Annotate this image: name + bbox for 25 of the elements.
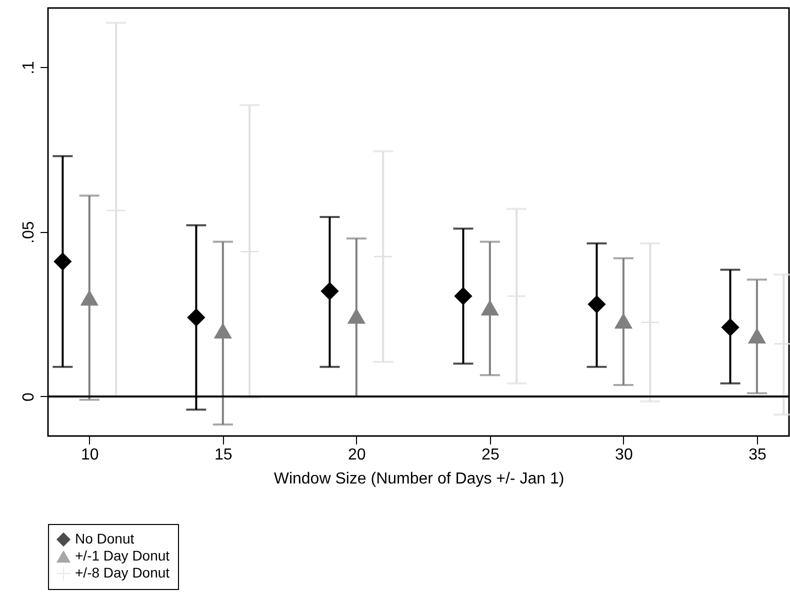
y-tick-label: 0	[20, 392, 38, 402]
point	[614, 312, 633, 329]
point	[748, 328, 766, 344]
point	[588, 295, 606, 314]
point	[721, 318, 740, 336]
point	[347, 308, 366, 324]
legend-label: +/-1 Day Donut	[75, 548, 170, 564]
y-tick-label: .1	[20, 60, 38, 74]
point	[54, 252, 72, 271]
x-tick-label: 10	[80, 446, 99, 464]
x-tick-label: 35	[748, 446, 766, 464]
x-tick-label: 25	[482, 446, 500, 464]
legend-label: +/-8 Day Donut	[75, 564, 170, 580]
point	[480, 300, 500, 316]
x-tick-label: 30	[615, 446, 633, 464]
legend-label: No Donut	[75, 530, 134, 546]
point	[80, 290, 98, 306]
x-tick-label: 15	[214, 446, 232, 464]
point	[454, 286, 472, 306]
x-tick-label: 20	[348, 446, 366, 464]
y-tick-label: .05	[20, 221, 38, 244]
point	[187, 308, 206, 327]
point	[320, 282, 339, 300]
point	[214, 322, 232, 339]
x-axis-title: Window Size (Number of Days +/- Jan 1)	[274, 470, 564, 488]
